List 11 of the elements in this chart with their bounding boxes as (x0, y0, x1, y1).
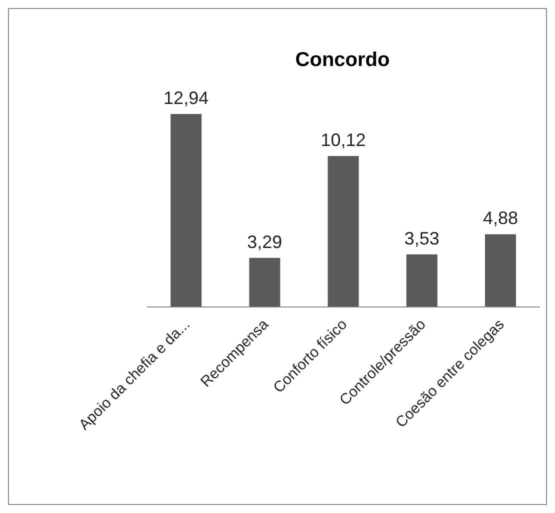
data-label: 10,12 (320, 130, 366, 150)
bar (249, 258, 280, 307)
bar (170, 114, 202, 307)
data-label: 3,53 (404, 228, 440, 248)
data-label: 4,88 (482, 208, 518, 228)
chart-title: Concordo (294, 49, 391, 72)
data-label: 3,29 (247, 232, 282, 252)
bar (484, 234, 516, 307)
bar (328, 156, 359, 307)
data-label: 12,94 (164, 88, 209, 108)
bar (406, 254, 438, 307)
